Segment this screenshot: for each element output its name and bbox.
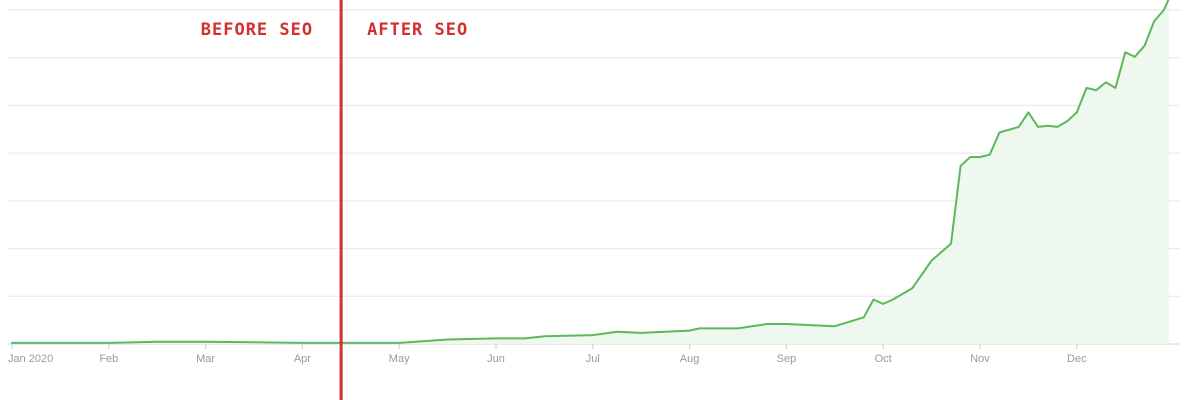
x-tick-label: Jul bbox=[586, 353, 600, 365]
after-seo-label: AFTER SEO bbox=[367, 20, 468, 40]
x-tick-label: Jan 2020 bbox=[8, 353, 53, 365]
x-tick-label: May bbox=[389, 353, 410, 365]
x-tick-label: Sep bbox=[777, 353, 797, 365]
gridlines bbox=[8, 9, 1180, 345]
x-tick-label: Jun bbox=[487, 353, 505, 365]
x-tick-label: Feb bbox=[99, 353, 118, 365]
series-line bbox=[11, 0, 1170, 344]
before-seo-label: BEFORE SEO bbox=[201, 20, 313, 40]
x-tick-label: Oct bbox=[875, 353, 892, 365]
area-layer bbox=[12, 0, 1169, 344]
x-tick-label: Nov bbox=[970, 353, 990, 365]
x-axis: Jan 2020 Feb Mar Apr May Jun Jul Aug Sep Oct Nov De… bbox=[8, 344, 1087, 365]
x-tick-label: Dec bbox=[1067, 353, 1087, 365]
x-tick-label: Mar bbox=[196, 353, 215, 365]
annotations: BEFORE SEO AFTER SEO bbox=[201, 0, 468, 400]
x-tick-label: Aug bbox=[680, 353, 700, 365]
line-layer bbox=[11, 0, 1170, 344]
x-tick-label: Apr bbox=[294, 353, 311, 365]
series-area bbox=[12, 0, 1169, 344]
